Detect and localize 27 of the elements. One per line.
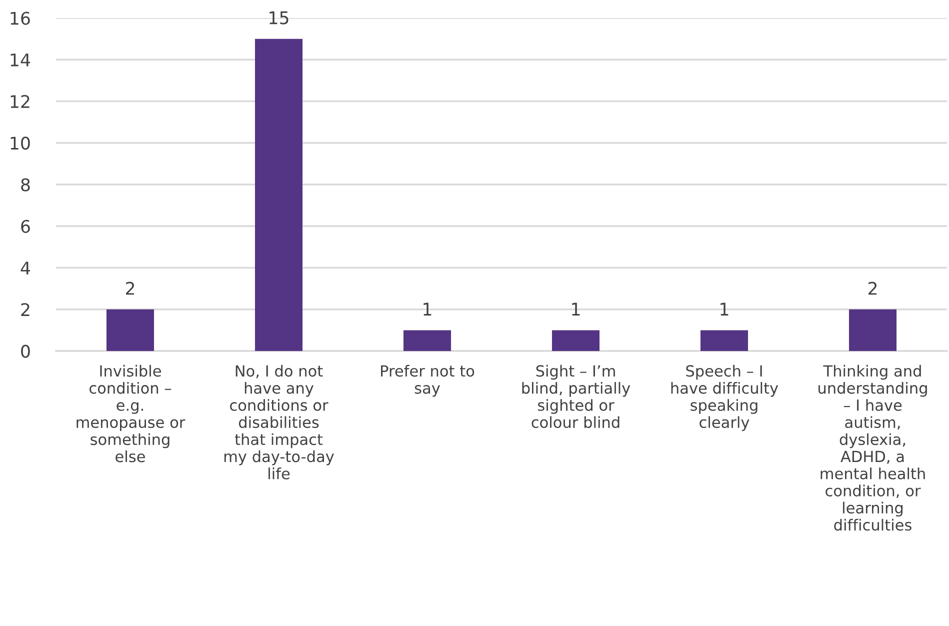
data-label: 15 — [270, 11, 288, 24]
category-label: Thinking and understanding – I have autism, dyslexia, ADHD, a mental health condition, or learning difficulties — [818, 364, 927, 531]
y-tick-label: 2 — [21, 303, 30, 316]
data-label: 1 — [572, 302, 580, 316]
bar — [403, 330, 452, 351]
data-label: 1 — [720, 302, 728, 316]
bar — [254, 38, 303, 351]
y-tick-label: 6 — [21, 220, 30, 233]
bar — [700, 330, 748, 351]
data-label: 1 — [424, 302, 432, 316]
y-tick-label: 0 — [21, 344, 30, 358]
x-tick-label: Sight – I’m blind, partially sighted or colour blind — [522, 364, 630, 428]
y-tick-label: 14 — [10, 54, 30, 66]
data-label: 2 — [126, 282, 134, 295]
y-tick-label: 10 — [10, 136, 30, 150]
x-tick-label: Invisible condition – e.g. menopause or something else — [76, 364, 186, 462]
y-tick-label: 8 — [21, 178, 30, 192]
bar — [106, 309, 154, 351]
y-tick-label: 4 — [20, 262, 30, 274]
bar — [552, 330, 600, 351]
y-tick-label: 16 — [10, 12, 30, 25]
x-tick-label: Prefer not to say — [381, 364, 474, 397]
data-label: 2 — [868, 282, 877, 295]
x-tick-label: No, I do not have any conditions or disabilities that impact my day-to-day life — [224, 364, 334, 480]
x-tick-label: Speech – I have difficulty speaking clearly — [671, 364, 778, 431]
y-tick-label: 12 — [10, 94, 30, 108]
bar — [848, 309, 897, 351]
